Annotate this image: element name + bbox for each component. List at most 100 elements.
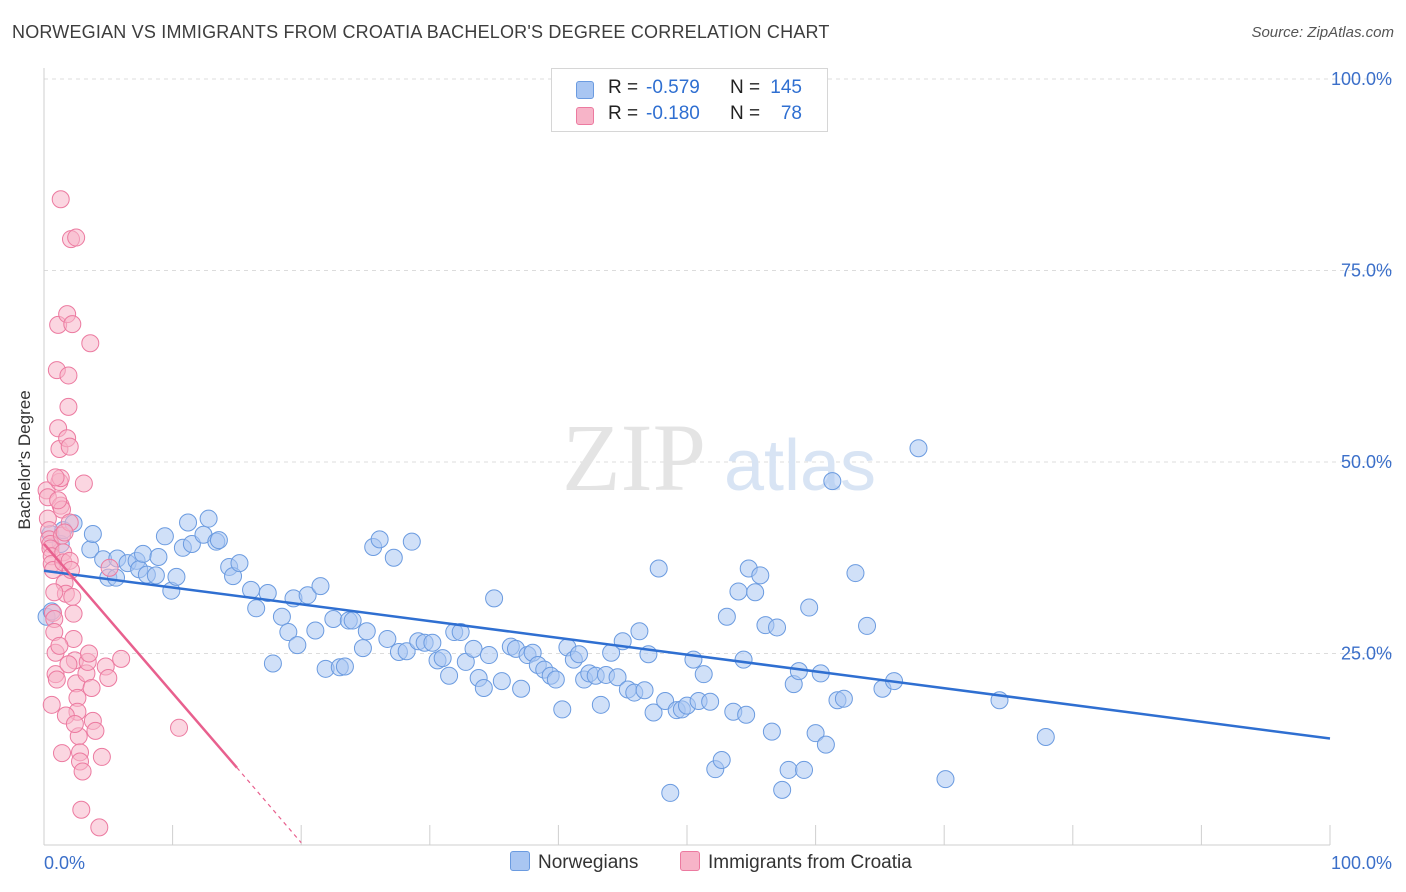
norwegian-point — [834, 689, 853, 708]
croatia-point — [170, 718, 189, 737]
norwegian-point — [751, 566, 770, 585]
norwegian-point — [734, 650, 753, 669]
watermark-zip: ZIP — [562, 404, 706, 511]
source-credit: Source: ZipAtlas.com — [1251, 24, 1394, 41]
norwegian-point — [146, 566, 165, 585]
norwegian-point — [353, 639, 372, 658]
norwegian-point — [768, 618, 787, 637]
croatia-point — [45, 583, 64, 602]
norwegian-point — [795, 760, 814, 779]
grid-lines — [44, 78, 1392, 654]
legend-label: Immigrants from Croatia — [708, 852, 912, 873]
norwegian-point — [773, 780, 792, 799]
croatia-point — [59, 397, 78, 416]
norwegian-point — [258, 583, 277, 602]
norwegian-point — [909, 439, 928, 458]
croatia-point — [82, 678, 101, 697]
croatia-point — [59, 366, 78, 385]
croatia-point — [90, 818, 109, 837]
norwegian-point — [816, 735, 835, 754]
croatia-point — [55, 523, 74, 542]
croatia-point — [46, 468, 65, 487]
croatia-trend-extension — [236, 767, 302, 844]
croatia-point — [80, 644, 99, 663]
data-points — [37, 190, 1055, 837]
norwegian-point — [936, 770, 955, 789]
norwegian-point — [324, 610, 343, 629]
croatia-point — [74, 474, 93, 493]
croatia-point — [92, 747, 111, 766]
croatia-point — [60, 437, 79, 456]
norwegian-point — [311, 577, 330, 596]
norwegian-point — [492, 672, 511, 691]
norwegian-point — [546, 670, 565, 689]
chart-title: NORWEGIAN VS IMMIGRANTS FROM CROATIA BAC… — [12, 22, 830, 42]
legend-n-label: N = — [730, 77, 761, 98]
norwegian-point — [661, 783, 680, 802]
norwegian-point — [823, 472, 842, 491]
norwegian-point — [83, 525, 102, 544]
norwegian-point — [306, 621, 325, 640]
norwegian-point — [553, 700, 572, 719]
legend-r-value: -0.180 — [646, 103, 700, 124]
trend-lines — [43, 543, 1331, 844]
croatia-point — [65, 714, 84, 733]
norwegian-point — [402, 532, 421, 551]
series-legend-croatia[interactable]: Immigrants from Croatia — [680, 851, 912, 874]
norwegian-point — [279, 623, 298, 642]
norwegian-point — [149, 547, 168, 566]
norwegian-point — [298, 586, 317, 605]
croatia-point — [99, 669, 118, 688]
y-tick-label: 100.0% — [1331, 69, 1392, 89]
croatia-point — [100, 558, 119, 577]
norwegian-point — [451, 623, 470, 642]
norwegian-point — [247, 599, 266, 618]
legend-swatch-pink — [576, 107, 594, 125]
legend-row-croatia: R = -0.180 N = 78 — [552, 101, 827, 127]
norwegian-point — [846, 564, 865, 583]
norwegian-point — [608, 668, 627, 687]
legend-r-label: R = — [608, 77, 639, 98]
legend-n-value: 78 — [780, 103, 802, 124]
croatia-trend-line — [43, 543, 238, 769]
norwegian-trend-line — [43, 569, 1331, 740]
norwegian-point — [729, 582, 748, 601]
legend-row-norwegians: R = -0.579 N = 145 — [552, 75, 827, 101]
norwegian-point — [343, 611, 362, 630]
croatia-point — [49, 491, 68, 510]
series-legend-norwegians[interactable]: Norwegians — [510, 851, 638, 874]
norwegian-point — [1036, 727, 1055, 746]
norwegian-point — [512, 679, 531, 698]
norwegian-point — [694, 665, 713, 684]
norwegian-point — [209, 531, 228, 550]
croatia-point — [73, 762, 92, 781]
norwegian-point — [644, 703, 663, 722]
croatia-point — [81, 334, 100, 353]
x-tick-label: 0.0% — [44, 853, 85, 873]
norwegian-point — [230, 554, 249, 573]
norwegian-point — [858, 616, 877, 635]
norwegian-point — [591, 695, 610, 714]
croatia-point — [86, 721, 105, 740]
norwegian-point — [717, 607, 736, 626]
norwegian-point — [485, 589, 504, 608]
norwegian-point — [134, 544, 153, 563]
norwegian-point — [433, 649, 452, 668]
norwegian-point — [167, 567, 186, 586]
croatia-point — [67, 228, 86, 247]
y-axis-label: Bachelor's Degree — [15, 390, 34, 529]
norwegian-point — [712, 750, 731, 769]
legend-swatch-blue — [576, 81, 594, 99]
legend-n-value: 145 — [770, 77, 802, 98]
norwegian-point — [762, 722, 781, 741]
norwegian-point — [335, 657, 354, 676]
y-tick-label: 50.0% — [1341, 452, 1392, 472]
norwegian-point — [806, 724, 825, 743]
legend-r-label: R = — [608, 103, 639, 124]
croatia-point — [51, 190, 70, 209]
norwegian-point — [649, 559, 668, 578]
norwegian-point — [423, 633, 442, 652]
norwegian-point — [384, 548, 403, 567]
legend-swatch-blue — [510, 851, 530, 871]
